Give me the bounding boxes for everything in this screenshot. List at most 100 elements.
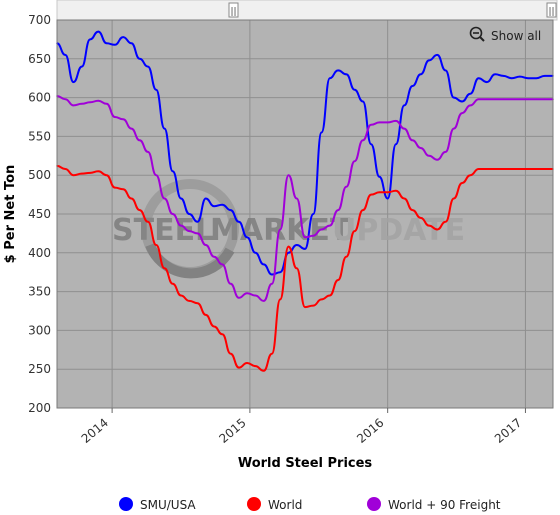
data-point-smu-usa — [353, 89, 356, 91]
y-tick-label: 650 — [28, 52, 51, 66]
y-tick-label: 200 — [28, 401, 51, 415]
data-point-smu-usa — [370, 143, 372, 145]
data-point-smu-usa — [213, 205, 215, 207]
data-point-world-90-freight — [337, 209, 339, 211]
legend-label: SMU/USA — [140, 498, 196, 512]
data-point-smu-usa — [486, 81, 488, 83]
data-point-world — [130, 197, 133, 200]
data-point-smu-usa — [436, 54, 439, 56]
data-point-smu-usa — [411, 85, 414, 87]
data-point-world-90-freight — [461, 112, 463, 114]
data-point-world-90-freight — [97, 99, 100, 102]
data-point-world — [163, 267, 166, 270]
zoom-out-icon — [469, 26, 485, 42]
legend-item-world-90-freight[interactable]: World + 90 Freight — [367, 497, 501, 512]
data-point-world — [411, 209, 414, 211]
data-point-world — [378, 191, 381, 194]
data-point-smu-usa — [304, 248, 306, 250]
data-point-world — [543, 168, 546, 170]
data-point-world-90-freight — [188, 230, 191, 232]
data-point-smu-usa — [287, 252, 290, 254]
data-point-world-90-freight — [444, 151, 447, 153]
data-point-world-90-freight — [196, 232, 199, 235]
data-point-world-90-freight — [81, 103, 83, 105]
data-point-smu-usa — [494, 73, 496, 76]
watermark-market-text: MARKET — [210, 213, 351, 248]
data-point-smu-usa — [362, 100, 364, 103]
data-point-world — [403, 197, 406, 200]
data-point-smu-usa — [469, 92, 472, 95]
data-point-smu-usa — [221, 203, 224, 206]
data-point-smu-usa — [229, 209, 232, 211]
y-tick-label: 250 — [28, 362, 51, 376]
data-point-world — [461, 182, 463, 184]
data-point-smu-usa — [337, 69, 339, 72]
data-point-smu-usa — [89, 38, 91, 41]
data-point-world-90-freight — [304, 236, 306, 239]
data-point-smu-usa — [122, 36, 124, 38]
data-point-world-90-freight — [72, 104, 75, 107]
data-point-world — [81, 172, 83, 175]
data-point-world-90-freight — [486, 98, 488, 100]
data-point-world-90-freight — [287, 174, 290, 176]
legend-item-smu-usa[interactable]: SMU/USA — [119, 497, 196, 512]
data-point-world — [279, 298, 282, 301]
data-point-world — [320, 298, 323, 301]
data-point-world-90-freight — [436, 158, 439, 161]
data-point-world-90-freight — [543, 98, 546, 100]
data-point-world — [486, 168, 488, 170]
data-point-world-90-freight — [238, 297, 240, 299]
data-point-world — [494, 168, 496, 170]
navigator-handle-right[interactable]: || — [546, 2, 557, 18]
data-point-world — [312, 304, 315, 307]
data-point-world-90-freight — [329, 224, 331, 227]
legend-marker — [119, 497, 133, 511]
data-point-world-90-freight — [254, 294, 257, 297]
navigator-bar[interactable] — [56, 0, 558, 21]
data-point-world — [370, 193, 372, 196]
data-point-world — [295, 267, 298, 270]
data-point-world-90-freight — [428, 155, 430, 157]
data-point-world — [287, 245, 290, 248]
data-point-world-90-freight — [221, 263, 224, 266]
data-point-world — [519, 168, 521, 170]
y-axis-title: $ Per Net Ton — [3, 165, 18, 264]
data-point-world — [254, 365, 257, 367]
legend-item-world[interactable]: World — [247, 497, 302, 512]
data-point-world — [428, 224, 430, 227]
data-point-world-90-freight — [535, 98, 538, 100]
data-point-world — [271, 352, 273, 355]
data-point-world-90-freight — [312, 234, 315, 237]
data-point-world — [444, 221, 447, 223]
data-point-world-90-freight — [163, 197, 166, 200]
show-all-button[interactable]: Show all — [464, 23, 546, 47]
data-point-world — [395, 189, 397, 192]
data-point-world — [527, 168, 529, 170]
x-tick-label: 2016 — [354, 416, 386, 446]
data-point-world-90-freight — [378, 121, 381, 124]
data-point-world-90-freight — [362, 139, 364, 142]
navigator-handle-left[interactable]: || — [228, 2, 239, 18]
data-point-world-90-freight — [453, 127, 455, 130]
data-point-smu-usa — [81, 65, 83, 68]
data-point-smu-usa — [295, 244, 298, 246]
y-tick-label: 500 — [28, 168, 51, 182]
data-point-smu-usa — [114, 44, 116, 46]
data-point-world — [419, 217, 422, 219]
data-point-world-90-freight — [345, 186, 348, 188]
data-point-world-90-freight — [320, 228, 323, 231]
data-point-smu-usa — [155, 89, 157, 91]
data-point-smu-usa — [105, 42, 108, 45]
legend-label: World + 90 Freight — [388, 498, 501, 512]
data-point-smu-usa — [510, 77, 513, 79]
data-point-smu-usa — [386, 197, 389, 200]
data-point-smu-usa — [262, 263, 265, 266]
navigator-handle-right-grip: || — [548, 7, 554, 17]
data-point-smu-usa — [320, 131, 323, 134]
show-all-label: Show all — [491, 29, 541, 43]
data-point-world — [114, 186, 116, 189]
data-point-world-90-freight — [353, 160, 356, 162]
data-point-smu-usa — [97, 30, 100, 33]
plot-border — [56, 19, 554, 409]
data-point-world — [453, 197, 455, 200]
